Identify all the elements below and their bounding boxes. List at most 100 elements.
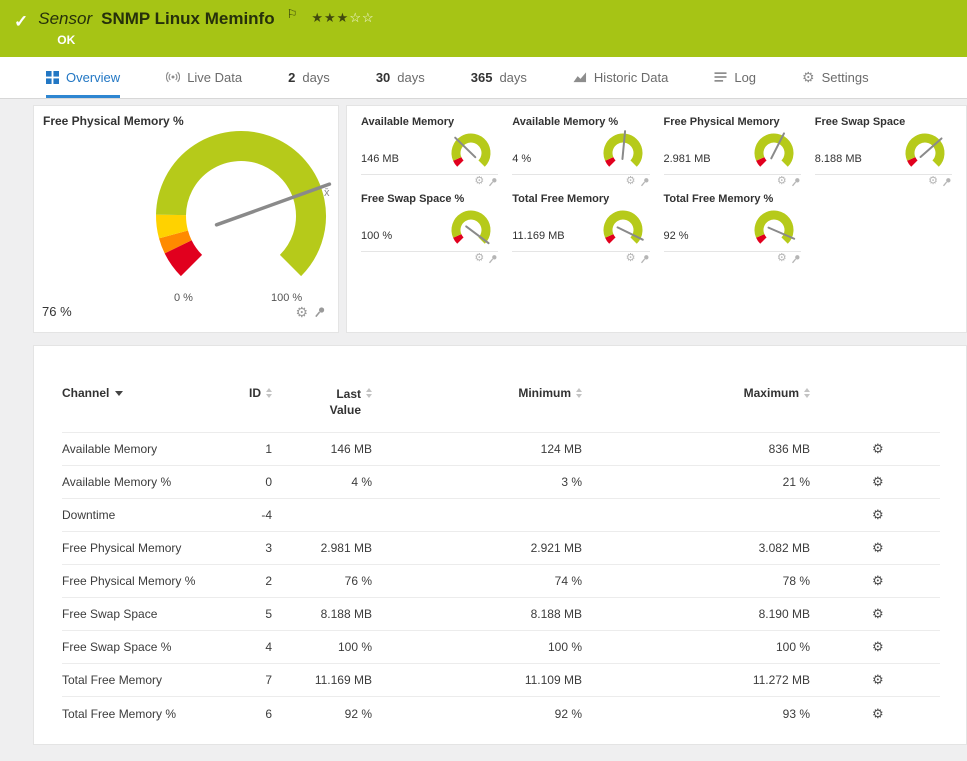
sort-last-value-header[interactable]: Last Value (319, 386, 372, 418)
pin-icon[interactable] (791, 254, 801, 264)
tab-365-days[interactable]: 365 days (471, 57, 527, 98)
channel-settings-icon[interactable]: ⚙ (872, 672, 884, 688)
channel-last-value: 8.188 MB (272, 597, 372, 631)
channel-name[interactable]: Total Free Memory % (62, 696, 212, 730)
table-row: Downtime -4 ⚙ (62, 498, 940, 532)
minimum-header-label: Minimum (518, 386, 571, 400)
channel-settings-icon[interactable]: ⚙ (872, 474, 884, 490)
gear-icon[interactable]: ⚙ (776, 175, 787, 187)
channel-settings-icon[interactable]: ⚙ (872, 606, 884, 622)
channel-id: 2 (212, 564, 272, 598)
tab-settings-label: Settings (821, 69, 869, 85)
pin-icon[interactable] (640, 254, 650, 264)
pin-icon[interactable] (791, 177, 801, 187)
channel-maximum (582, 498, 810, 532)
channel-id: 5 (212, 597, 272, 631)
tab-365-days-number: 365 (470, 69, 493, 85)
mini-gauge-title: Total Free Memory (512, 193, 610, 205)
mini-gauge-actions: ⚙ (664, 176, 801, 187)
channel-settings-icon[interactable]: ⚙ (872, 507, 884, 523)
sensor-kind-label: Sensor (38, 9, 93, 28)
tab-2-days-unit: days (302, 69, 330, 85)
tab-log[interactable]: Log (714, 57, 756, 98)
log-icon (714, 72, 727, 82)
gear-icon[interactable]: ⚙ (295, 304, 308, 320)
channel-last-value (272, 498, 372, 532)
sensor-title: SNMP Linux Meminfo (101, 9, 275, 28)
pin-icon[interactable] (488, 177, 498, 187)
mini-gauge-cell: Available Memory % 4 % ⚙ (512, 116, 650, 187)
tab-live-data[interactable]: Live Data (166, 57, 242, 98)
gear-icon[interactable]: ⚙ (625, 252, 636, 264)
tab-2-days[interactable]: 2 days (288, 57, 330, 98)
pin-icon[interactable] (942, 177, 952, 187)
gear-icon[interactable]: ⚙ (776, 252, 787, 264)
mini-gauge-cell: Free Swap Space % 100 % ⚙ (361, 193, 499, 264)
flag-icon[interactable]: ⚐ (286, 7, 298, 21)
channel-settings-icon[interactable]: ⚙ (872, 573, 884, 589)
tab-settings[interactable]: ⚙ Settings (802, 57, 869, 98)
channel-id: -4 (212, 498, 272, 532)
table-row: Free Swap Space 5 8.188 MB 8.188 MB 8.19… (62, 597, 940, 631)
priority-stars[interactable]: ★★★☆☆ (311, 10, 374, 26)
mini-gauge-actions: ⚙ (512, 176, 649, 187)
gear-icon[interactable]: ⚙ (474, 175, 485, 187)
channel-last-value: 92 % (272, 696, 372, 730)
gear-icon[interactable]: ⚙ (474, 252, 485, 264)
pin-icon[interactable] (640, 177, 650, 187)
settings-gear-icon: ⚙ (802, 69, 815, 85)
pin-icon[interactable] (314, 306, 326, 318)
mini-gauge-title: Free Physical Memory (663, 116, 780, 128)
channel-name[interactable]: Free Physical Memory (62, 531, 212, 565)
mini-gauge (603, 130, 642, 167)
mini-gauge-title: Free Swap Space % (361, 193, 465, 205)
mini-gauge-row: 2.981 MB (663, 130, 801, 175)
channel-name[interactable]: Total Free Memory (62, 663, 212, 697)
mini-gauge (451, 210, 491, 245)
maximum-header-label: Maximum (743, 386, 799, 400)
mini-gauge-value: 8.188 MB (814, 153, 862, 165)
channel-minimum (372, 498, 582, 532)
channel-last-value: 11.169 MB (272, 663, 372, 697)
mini-gauge-value: 2.981 MB (663, 153, 711, 165)
sensor-header: ✓ Sensor SNMP Linux Meminfo ⚐ ★★★☆☆ OK (0, 0, 967, 57)
channel-settings-icon[interactable]: ⚙ (872, 540, 884, 556)
tab-bar: Overview Live Data 2 days 30 days 365 da… (0, 57, 967, 99)
overview-icon (46, 70, 59, 84)
mini-gauge-row: 100 % (361, 207, 499, 252)
primary-channel-title: Free Physical Memory % (43, 114, 184, 128)
tab-log-label: Log (734, 69, 757, 85)
sort-minimum-header[interactable]: Minimum (518, 386, 582, 400)
mini-gauge-title: Total Free Memory % (663, 193, 774, 205)
mini-gauge-actions: ⚙ (664, 253, 801, 264)
channel-minimum: 74 % (372, 564, 582, 598)
channel-name[interactable]: Free Physical Memory % (62, 564, 212, 598)
status-check-icon: ✓ (14, 12, 29, 31)
channel-last-value: 2.981 MB (272, 531, 372, 565)
tab-overview[interactable]: Overview (46, 57, 121, 98)
tab-historic-data[interactable]: Historic Data (573, 57, 668, 98)
pin-icon[interactable] (488, 254, 498, 264)
channel-settings-icon[interactable]: ⚙ (872, 639, 884, 655)
table-header-row: Channel ID Last Value Minimum Maximum (62, 386, 940, 433)
channel-name[interactable]: Downtime (62, 498, 212, 532)
gear-icon[interactable]: ⚙ (625, 175, 636, 187)
mini-gauge-row: 92 % (663, 207, 801, 252)
mini-gauge-title: Available Memory % (512, 116, 619, 128)
channel-name[interactable]: Free Swap Space % (62, 630, 212, 664)
gear-icon[interactable]: ⚙ (928, 175, 938, 187)
channel-settings-icon[interactable]: ⚙ (872, 441, 884, 457)
sort-maximum-header[interactable]: Maximum (744, 386, 810, 400)
channel-settings-icon[interactable]: ⚙ (872, 705, 884, 721)
tab-live-data-label: Live Data (187, 69, 243, 85)
sort-id-header[interactable]: ID (249, 386, 272, 400)
sort-icon (804, 388, 810, 398)
sort-channel-header[interactable]: Channel (62, 386, 124, 400)
channel-name[interactable]: Free Swap Space (62, 597, 212, 631)
channel-name[interactable]: Available Memory (62, 432, 212, 466)
tab-30-days[interactable]: 30 days (376, 57, 425, 98)
channel-minimum: 11.109 MB (372, 663, 582, 697)
channel-name[interactable]: Available Memory % (62, 465, 212, 499)
channel-header-label: Channel (62, 386, 110, 400)
channel-last-value: 76 % (272, 564, 372, 598)
